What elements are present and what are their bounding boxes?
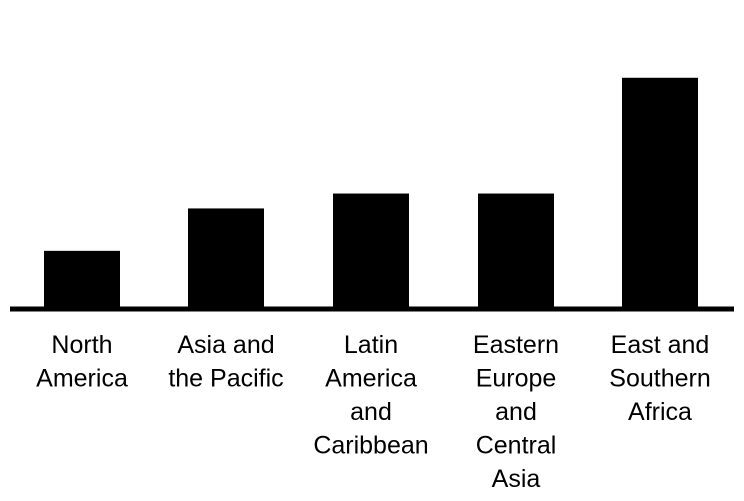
x-tick-label-line: North bbox=[51, 331, 112, 359]
x-tick-label-line: Eastern bbox=[473, 331, 559, 359]
x-tick-label-line: and bbox=[495, 398, 537, 426]
x-tick-label-2: Latin America and Caribbean bbox=[313, 331, 428, 460]
bar-1 bbox=[188, 208, 264, 307]
x-tick-label-4: East and Southern Africa bbox=[609, 331, 710, 426]
x-tick-label-line: the Pacific bbox=[168, 365, 283, 393]
x-tick-label-0: North America bbox=[36, 331, 128, 393]
bar-2 bbox=[333, 193, 409, 307]
x-tick-label-line: America bbox=[325, 365, 417, 393]
category-labels-group: North America Asia and the Pacific Latin Amer… bbox=[36, 331, 711, 493]
x-tick-label-line: Southern bbox=[609, 365, 710, 393]
x-tick-label-line: Asia bbox=[492, 465, 541, 493]
bar-3 bbox=[478, 193, 554, 307]
x-tick-label-line: Central bbox=[476, 432, 557, 460]
bar-0 bbox=[44, 250, 120, 307]
x-tick-label-line: Africa bbox=[628, 398, 692, 426]
x-tick-label-line: Caribbean bbox=[313, 432, 428, 460]
x-tick-label-line: America bbox=[36, 365, 128, 393]
x-tick-label-line: East and bbox=[611, 331, 710, 359]
x-tick-label-line: Asia and bbox=[177, 331, 274, 359]
bar-4 bbox=[622, 77, 698, 308]
x-tick-label-3: Eastern Europe and Central Asia bbox=[473, 331, 559, 493]
x-tick-label-line: Europe bbox=[476, 365, 557, 393]
x-tick-label-1: Asia and the Pacific bbox=[168, 331, 283, 393]
x-tick-label-line: Latin bbox=[344, 331, 398, 359]
x-tick-label-line: and bbox=[350, 398, 392, 426]
bars-group bbox=[44, 77, 698, 308]
